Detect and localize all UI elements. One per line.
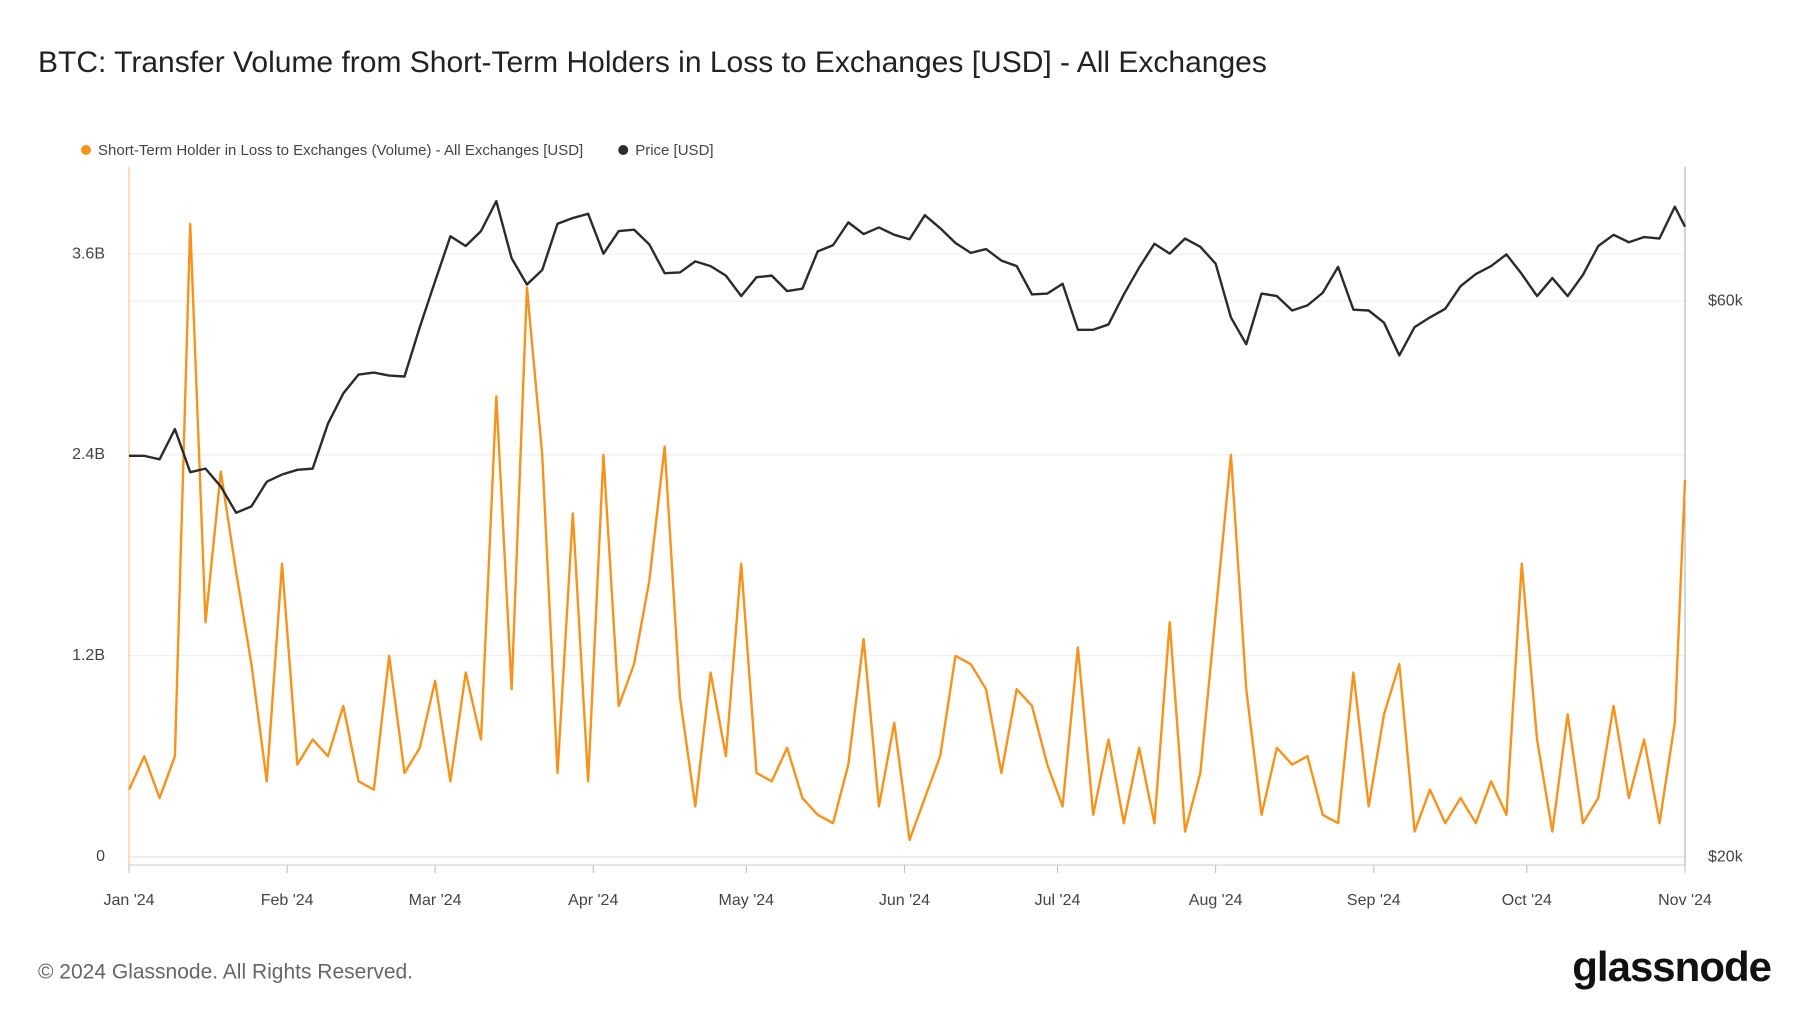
y2-tick-label: $60k (1708, 292, 1744, 309)
brand-logo: glassnode (1572, 943, 1771, 990)
series-line (127, 222, 1687, 842)
x-tick-label: Aug '24 (1189, 892, 1243, 909)
y-tick-label: 2.4B (72, 446, 105, 463)
y-tick-label: 0 (96, 848, 105, 865)
x-tick-label: May '24 (719, 892, 775, 909)
x-tick-label: Oct '24 (1502, 892, 1552, 909)
series-line (129, 199, 1687, 514)
x-tick-label: Jan '24 (103, 892, 154, 909)
chart-title: BTC: Transfer Volume from Short-Term Hol… (38, 46, 1267, 79)
x-tick-label: Jun '24 (879, 892, 930, 909)
y-tick-label: 3.6B (72, 245, 105, 262)
y-tick-label: 1.2B (72, 647, 105, 664)
copyright: © 2024 Glassnode. All Rights Reserved. (38, 961, 413, 984)
y2-tick-label: $20k (1708, 849, 1744, 866)
legend-marker (81, 145, 91, 155)
x-tick-label: Sep '24 (1347, 892, 1401, 909)
x-tick-label: Mar '24 (409, 892, 462, 909)
x-tick-label: Nov '24 (1658, 892, 1712, 909)
x-tick-label: Feb '24 (261, 892, 314, 909)
x-tick-label: Apr '24 (568, 892, 618, 909)
legend-label: Price [USD] (635, 142, 713, 159)
x-tick-label: Jul '24 (1035, 892, 1081, 909)
legend-label: Short-Term Holder in Loss to Exchanges (… (98, 142, 583, 159)
legend-marker (618, 145, 629, 155)
